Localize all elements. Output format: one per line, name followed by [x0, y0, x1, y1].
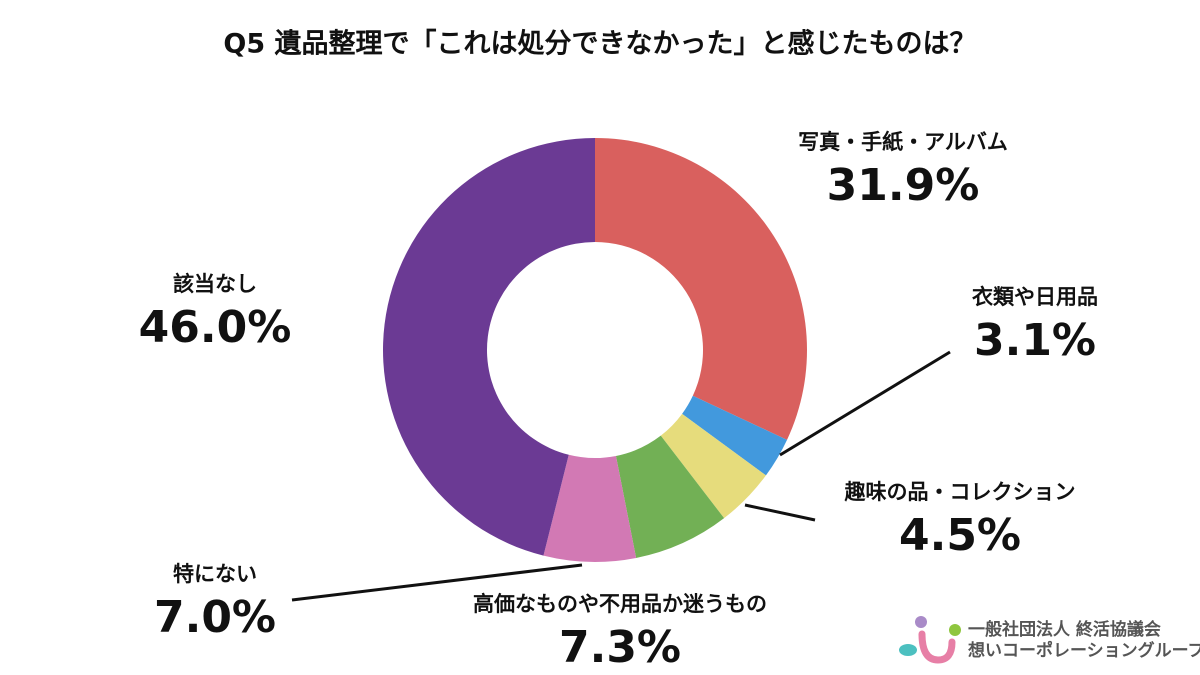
value-label: 3.1% — [974, 315, 1096, 366]
value-label: 7.0% — [154, 592, 276, 643]
category-label: 高価なものや不用品か迷うもの — [473, 592, 767, 616]
logo-dot — [915, 616, 927, 628]
value-label: 7.3% — [559, 622, 681, 673]
donut-segment — [383, 138, 595, 556]
category-label: 写真・手紙・アルバム — [798, 130, 1008, 154]
logo-text: 一般社団法人 終活協議会 — [968, 619, 1161, 640]
donut-segment — [595, 138, 807, 440]
category-label: 衣類や日用品 — [972, 285, 1098, 309]
donut-segment — [660, 413, 766, 519]
chart-title: Q5 遺品整理で「これは処分できなかった」と感じたものは？ — [223, 28, 976, 60]
value-label: 31.9% — [827, 160, 980, 211]
value-label: 46.0% — [139, 302, 292, 353]
donut-segment — [682, 395, 788, 476]
donut-segment — [543, 454, 637, 562]
category-label: 趣味の品・コレクション — [844, 480, 1076, 504]
leader-line — [744, 503, 816, 522]
donut-segment — [615, 435, 725, 558]
value-label: 4.5% — [899, 510, 1021, 561]
logo: 一般社団法人 終活協議会 想いコーポレーショングループ — [899, 616, 1200, 664]
logo-smile — [918, 630, 956, 664]
leader-line — [779, 350, 951, 457]
leader-line — [291, 563, 583, 602]
logo-dot — [949, 624, 961, 636]
category-label: 該当なし — [173, 272, 257, 296]
logo-dot — [899, 644, 917, 656]
logo-text: 想いコーポレーショングループ — [968, 640, 1200, 661]
category-label: 特にない — [173, 562, 257, 586]
